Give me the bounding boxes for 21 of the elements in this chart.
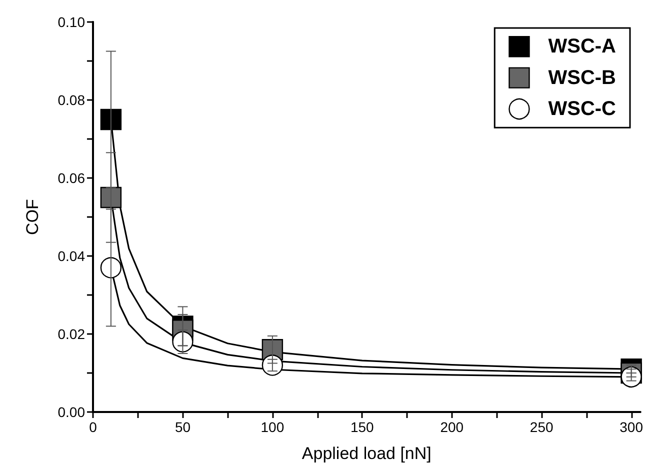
x-tick-label: 150: [350, 419, 374, 435]
legend-label: WSC-A: [548, 36, 616, 58]
y-axis-title: COF: [23, 199, 42, 235]
y-tick-label: 0.00: [58, 404, 86, 420]
y-tick-label: 0.02: [58, 326, 86, 342]
y-tick-label: 0.10: [58, 14, 86, 30]
point: [100, 108, 122, 130]
x-tick-label: 200: [440, 419, 464, 435]
legend-label: WSC-C: [548, 98, 616, 120]
x-tick-label: 250: [530, 419, 554, 435]
point: [172, 331, 194, 352]
point: [100, 186, 122, 208]
x-axis-title: Applied load [nN]: [302, 444, 432, 463]
y-tick-label: 0.06: [58, 170, 86, 186]
y-tick-label: 0.04: [58, 248, 86, 264]
y-tick-label: 0.08: [58, 92, 86, 108]
x-tick-label: 300: [620, 419, 644, 435]
x-tick-label: 50: [174, 419, 191, 435]
x-tick-label: 0: [89, 419, 98, 435]
legend-label: WSC-B: [548, 66, 616, 89]
x-tick-label: 100: [260, 419, 284, 435]
